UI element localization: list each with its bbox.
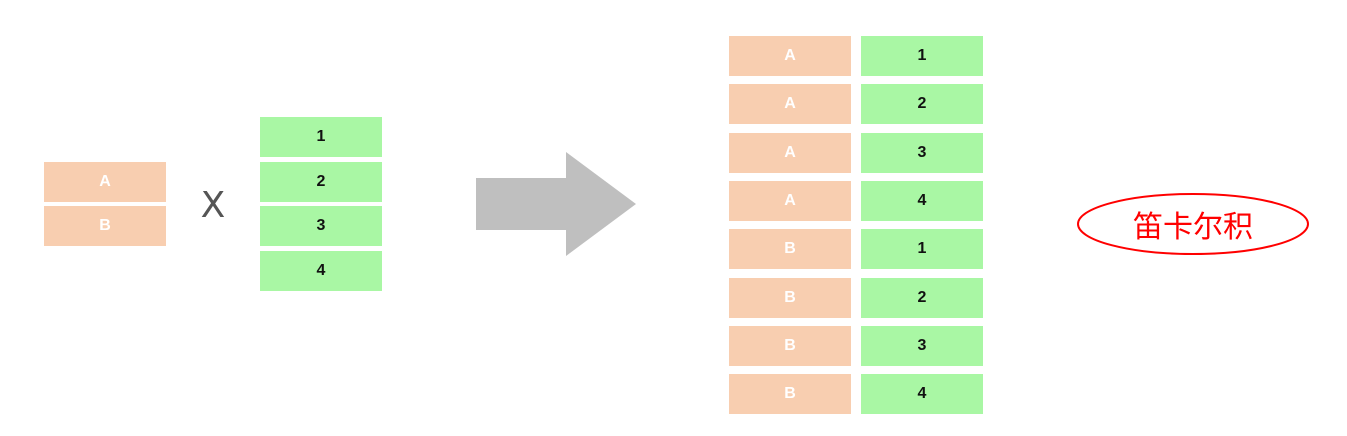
- set-a-cell: B: [44, 206, 166, 246]
- cartesian-product-label: 笛卡尔积: [1076, 192, 1310, 256]
- result-number-cell: 3: [861, 325, 983, 366]
- set-b-cell: 4: [260, 251, 382, 292]
- set-b-cell: 2: [260, 161, 382, 202]
- set-b-cell: 3: [260, 206, 382, 247]
- result-letter-cell: B: [729, 325, 851, 366]
- result-number-cell: 2: [861, 277, 983, 318]
- result-number-cell: 3: [861, 132, 983, 173]
- right-arrow-icon: [476, 152, 636, 256]
- result-letter-cell: B: [729, 229, 851, 270]
- result-number-cell: 1: [861, 229, 983, 270]
- ellipse-outline-icon: [1077, 193, 1309, 255]
- result-letter-cell: A: [729, 180, 851, 221]
- set-b-cell: 1: [260, 117, 382, 157]
- result-letter-cell: B: [729, 277, 851, 318]
- result-number-cell: 4: [861, 374, 983, 415]
- result-letter-cell: A: [729, 36, 851, 76]
- multiply-operator: X: [200, 184, 226, 226]
- cartesian-product-text: 笛卡尔积: [1133, 210, 1253, 245]
- result-letter-cell: A: [729, 84, 851, 125]
- result-letter-cell: A: [729, 132, 851, 173]
- result-number-cell: 2: [861, 84, 983, 125]
- set-a-cell: A: [44, 162, 166, 202]
- result-number-cell: 4: [861, 180, 983, 221]
- result-letter-cell: B: [729, 374, 851, 415]
- result-number-cell: 1: [861, 36, 983, 76]
